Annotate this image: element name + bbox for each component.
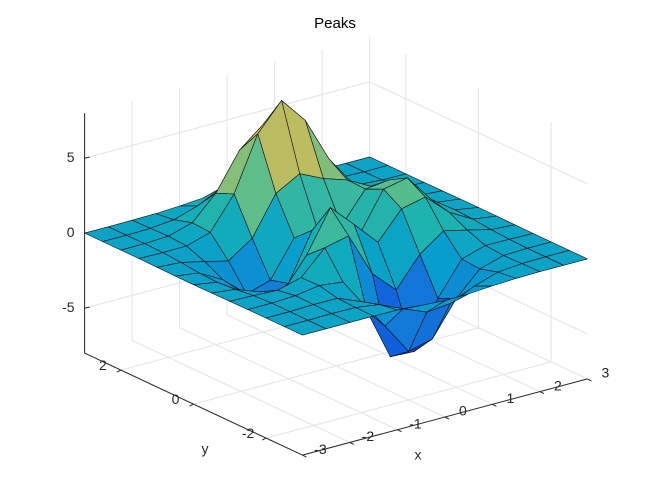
y-axis-label: y [202, 441, 209, 457]
z-tick [84, 156, 90, 159]
x-tick-label: 2 [554, 377, 562, 393]
surface [84, 100, 588, 358]
y-tick-label: 0 [172, 391, 180, 407]
x-tick-label: -3 [314, 441, 327, 457]
surface-facet [283, 319, 327, 336]
y-tick-label: 2 [99, 357, 107, 373]
grid-line [369, 81, 588, 185]
x-tick [444, 416, 450, 420]
y-tick [261, 437, 267, 441]
y-tick [189, 403, 194, 407]
chart-title: Peaks [314, 15, 356, 32]
x-tick-label: -2 [362, 428, 375, 444]
x-tick [492, 403, 497, 407]
x-tick [587, 378, 592, 382]
x-tick-label: 3 [602, 365, 610, 381]
grid-line [193, 327, 479, 405]
grid-line [84, 81, 370, 159]
x-tick-label: 0 [459, 403, 467, 419]
x-tick [397, 429, 402, 433]
x-tick [349, 441, 355, 445]
x-axis-label: x [415, 447, 422, 463]
y-tick-label: -2 [242, 425, 255, 441]
grid-line [265, 361, 552, 439]
x-tick [302, 454, 307, 458]
x-tick-label: -1 [409, 415, 422, 431]
z-tick-label: 5 [67, 149, 75, 165]
y-tick [116, 369, 122, 373]
x-tick [539, 391, 545, 395]
z-tick-label: -5 [62, 299, 75, 315]
z-tick [84, 306, 90, 309]
z-tick-label: 0 [67, 224, 75, 240]
x-tick-label: 1 [507, 390, 515, 406]
